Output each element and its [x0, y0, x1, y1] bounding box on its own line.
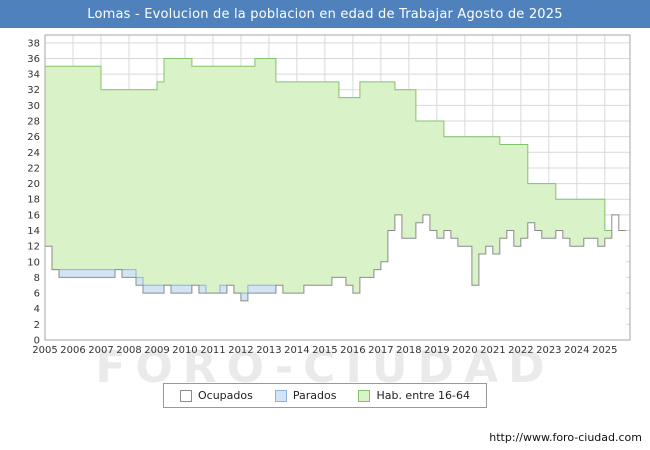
legend-label-hab-16-64: Hab. entre 16-64: [376, 389, 471, 402]
svg-text:18: 18: [27, 195, 40, 206]
svg-text:24: 24: [27, 148, 40, 159]
svg-text:28: 28: [27, 117, 40, 128]
svg-text:2005: 2005: [32, 345, 57, 356]
svg-text:2022: 2022: [508, 345, 533, 356]
svg-text:2024: 2024: [564, 345, 589, 356]
svg-text:2025: 2025: [592, 345, 617, 356]
hab-16-64-swatch-icon: [358, 389, 371, 402]
svg-text:36: 36: [27, 54, 40, 65]
svg-text:2021: 2021: [480, 345, 505, 356]
svg-text:2018: 2018: [396, 345, 421, 356]
svg-text:8: 8: [34, 273, 40, 284]
svg-text:32: 32: [27, 85, 40, 96]
svg-text:26: 26: [27, 132, 40, 143]
svg-text:2013: 2013: [256, 345, 281, 356]
svg-text:2016: 2016: [340, 345, 365, 356]
legend-label-parados: Parados: [292, 389, 337, 402]
svg-text:0: 0: [34, 336, 40, 347]
svg-text:12: 12: [27, 242, 40, 253]
svg-text:2011: 2011: [200, 345, 225, 356]
title-bar: Lomas - Evolucion de la poblacion en eda…: [0, 0, 650, 28]
legend-item-parados: Parados: [274, 389, 337, 402]
chart-legend: Ocupados Parados Hab. entre 16-64: [162, 383, 488, 408]
svg-text:2019: 2019: [424, 345, 449, 356]
svg-text:2009: 2009: [144, 345, 169, 356]
svg-text:2010: 2010: [172, 345, 197, 356]
svg-text:2023: 2023: [536, 345, 561, 356]
svg-text:2017: 2017: [368, 345, 393, 356]
svg-text:6: 6: [34, 289, 40, 300]
svg-text:2006: 2006: [60, 345, 85, 356]
foro-ciudad-link[interactable]: http://www.foro-ciudad.com: [489, 431, 642, 444]
legend-item-ocupados: Ocupados: [179, 389, 253, 402]
legend-item-hab-16-64: Hab. entre 16-64: [358, 389, 470, 402]
svg-text:2012: 2012: [228, 345, 253, 356]
svg-text:2007: 2007: [88, 345, 113, 356]
svg-text:34: 34: [27, 70, 40, 81]
svg-text:22: 22: [27, 163, 40, 174]
svg-text:16: 16: [27, 210, 40, 221]
svg-text:2008: 2008: [116, 345, 141, 356]
svg-text:2015: 2015: [312, 345, 337, 356]
svg-text:30: 30: [27, 101, 40, 112]
svg-text:2020: 2020: [452, 345, 477, 356]
legend-label-ocupados: Ocupados: [197, 389, 253, 402]
svg-text:38: 38: [27, 38, 40, 49]
svg-text:2: 2: [34, 320, 40, 331]
ocupados-swatch-icon: [179, 389, 192, 402]
svg-text:10: 10: [27, 257, 40, 268]
svg-text:2014: 2014: [284, 345, 309, 356]
svg-text:20: 20: [27, 179, 40, 190]
parados-swatch-icon: [274, 389, 287, 402]
svg-text:4: 4: [34, 304, 40, 315]
chart-title: Lomas - Evolucion de la poblacion en eda…: [87, 6, 563, 22]
svg-text:14: 14: [27, 226, 40, 237]
